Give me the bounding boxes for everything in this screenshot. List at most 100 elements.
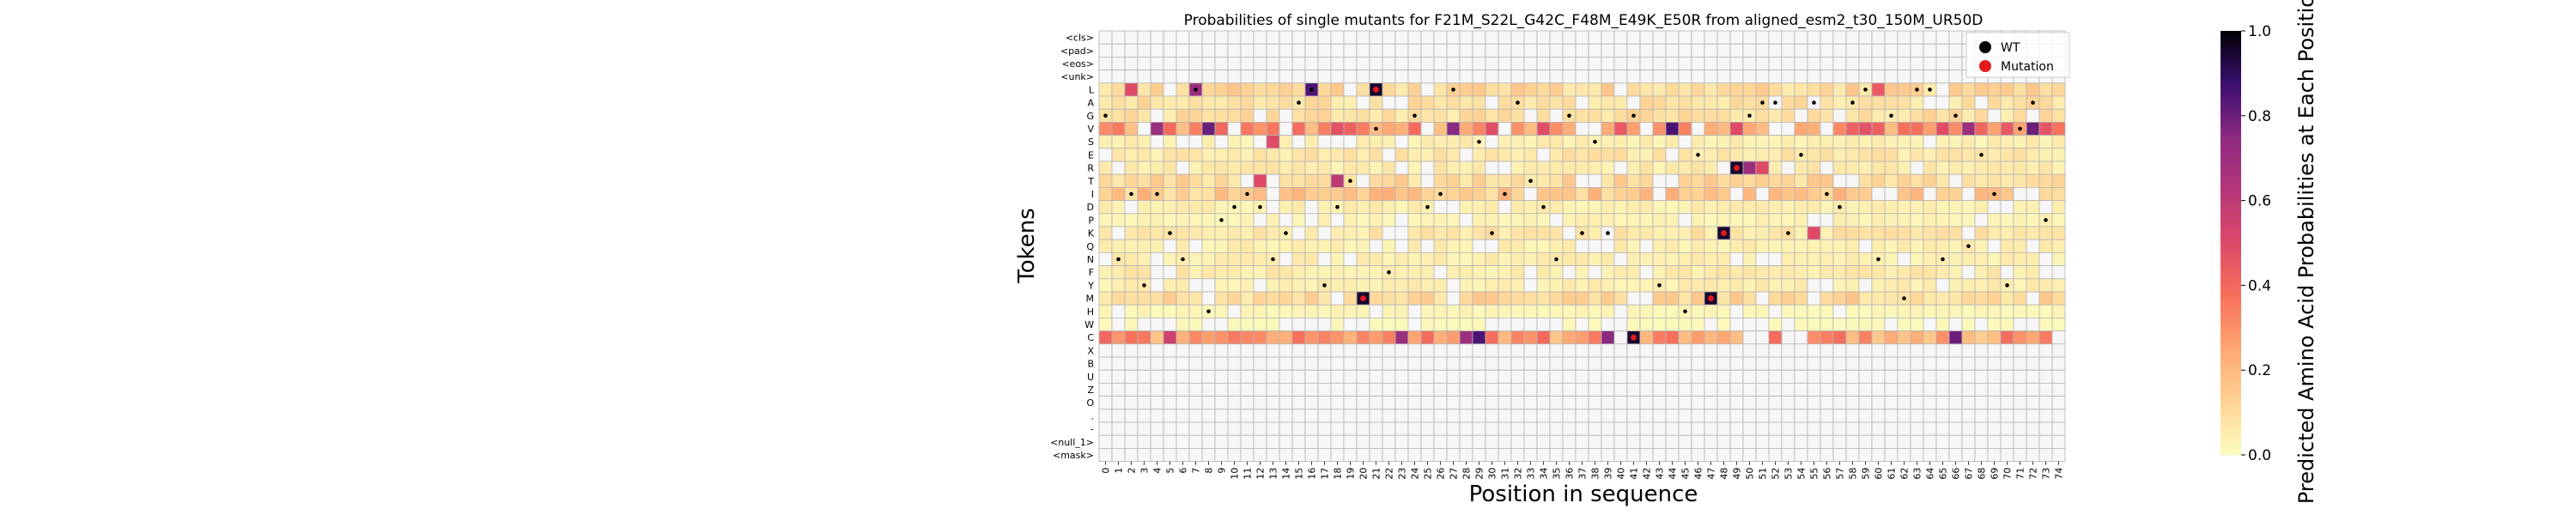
heatmap-cell — [1923, 343, 1937, 358]
heatmap-cell — [1845, 108, 1860, 123]
heatmap-cell — [1704, 200, 1718, 215]
heatmap-cell — [1845, 135, 1860, 149]
heatmap-cell — [1768, 409, 1783, 423]
heatmap-cell — [1356, 330, 1370, 345]
heatmap-cell — [1987, 369, 2002, 384]
heatmap-cell — [1961, 396, 1976, 410]
heatmap-cell — [1343, 70, 1358, 84]
heatmap-cell — [1884, 265, 1899, 280]
heatmap-cell — [2038, 356, 2053, 371]
heatmap-cell — [1485, 239, 1499, 253]
heatmap-cell — [1317, 200, 1332, 215]
heatmap-cell — [1498, 108, 1512, 123]
heatmap-cell — [1781, 239, 1795, 253]
x-tick-30: 30 — [1487, 468, 1498, 480]
heatmap-cell — [1163, 135, 1177, 149]
heatmap-cell — [1716, 43, 1731, 58]
heatmap-cell — [1523, 43, 1538, 58]
heatmap-cell — [1948, 161, 1963, 175]
heatmap-cell — [1111, 330, 1126, 345]
heatmap-cell — [1897, 382, 1911, 397]
x-tick-34: 34 — [1539, 468, 1550, 480]
heatmap-cell — [2026, 369, 2040, 384]
heatmap-cell — [2013, 396, 2027, 410]
heatmap-cell — [1948, 82, 1963, 97]
heatmap-cell — [1948, 382, 1963, 397]
heatmap-cell — [1150, 43, 1164, 58]
wt-dot — [1129, 191, 1133, 197]
heatmap-cell — [1536, 409, 1551, 423]
x-tick-8: 8 — [1204, 468, 1215, 474]
heatmap-cell — [1188, 251, 1203, 266]
heatmap-cell — [1678, 173, 1692, 188]
wt-dot — [2005, 283, 2009, 288]
heatmap-cell — [1253, 173, 1267, 188]
heatmap-cell — [1407, 226, 1422, 240]
heatmap-cell — [1407, 200, 1422, 215]
heatmap-cell — [2000, 448, 2014, 463]
heatmap-cell — [1523, 317, 1538, 331]
heatmap-cell — [1459, 43, 1473, 58]
heatmap-cell — [1884, 148, 1899, 162]
heatmap-cell — [1420, 448, 1435, 463]
heatmap-cell — [1420, 121, 1435, 136]
heatmap-cell — [2051, 239, 2066, 253]
heatmap-cell — [1343, 148, 1358, 162]
heatmap-cell — [2026, 121, 2040, 136]
heatmap-cell — [1163, 30, 1177, 45]
y-tick-b: B — [1087, 359, 1094, 370]
heatmap-cell — [1588, 421, 1602, 436]
wt-dot — [1657, 283, 1662, 288]
heatmap-cell — [1613, 251, 1628, 266]
heatmap-cell — [1691, 251, 1705, 266]
heatmap-cell — [1845, 421, 1860, 436]
heatmap-cell — [2051, 421, 2066, 436]
heatmap-cell — [1394, 265, 1409, 280]
heatmap-cell — [1613, 278, 1628, 293]
heatmap-cell — [1330, 343, 1345, 358]
heatmap-cell — [1253, 291, 1267, 306]
wt-dot — [1271, 257, 1275, 262]
heatmap-cell — [1420, 70, 1435, 84]
heatmap-cell — [1446, 278, 1461, 293]
heatmap-cell — [1369, 434, 1383, 449]
heatmap-cell — [1510, 135, 1525, 149]
heatmap-cell — [1382, 396, 1396, 410]
heatmap-cell — [1639, 213, 1654, 227]
heatmap-cell — [1742, 148, 1757, 162]
heatmap-cell — [1601, 369, 1615, 384]
heatmap-cell — [1240, 43, 1255, 58]
heatmap-cell — [1987, 356, 2002, 371]
heatmap-cell — [2026, 317, 2040, 331]
heatmap-cell — [1704, 330, 1718, 345]
heatmap-cell — [1923, 356, 1937, 371]
heatmap-cell — [1716, 409, 1731, 423]
heatmap-cell — [1266, 434, 1280, 449]
heatmap-cell — [1897, 213, 1911, 227]
colorbar-tick-label: 0.0 — [2248, 447, 2271, 464]
heatmap-cell — [1446, 409, 1461, 423]
heatmap-cell — [1433, 148, 1448, 162]
heatmap-cell — [1755, 30, 1770, 45]
heatmap-cell — [1227, 343, 1242, 358]
heatmap-cell — [1420, 82, 1435, 97]
heatmap-cell — [1897, 317, 1911, 331]
heatmap-cell — [1755, 265, 1770, 280]
heatmap-cell — [1382, 121, 1396, 136]
heatmap-cell — [1742, 70, 1757, 84]
wt-dot — [1773, 100, 1777, 105]
heatmap-cell — [1987, 121, 2002, 136]
heatmap-cell — [1382, 330, 1396, 345]
heatmap-cell — [1343, 213, 1358, 227]
heatmap-cell — [1176, 213, 1190, 227]
heatmap-cell — [1588, 265, 1602, 280]
heatmap-cell — [1755, 369, 1770, 384]
heatmap-cell — [1871, 265, 1886, 280]
heatmap-cell — [1098, 409, 1113, 423]
heatmap-cell — [1807, 173, 1821, 188]
x-tick-57: 57 — [1835, 468, 1846, 480]
heatmap-cell — [1253, 330, 1267, 345]
heatmap-cell — [1188, 421, 1203, 436]
heatmap-cell — [1163, 200, 1177, 215]
heatmap-cell — [1665, 396, 1680, 410]
